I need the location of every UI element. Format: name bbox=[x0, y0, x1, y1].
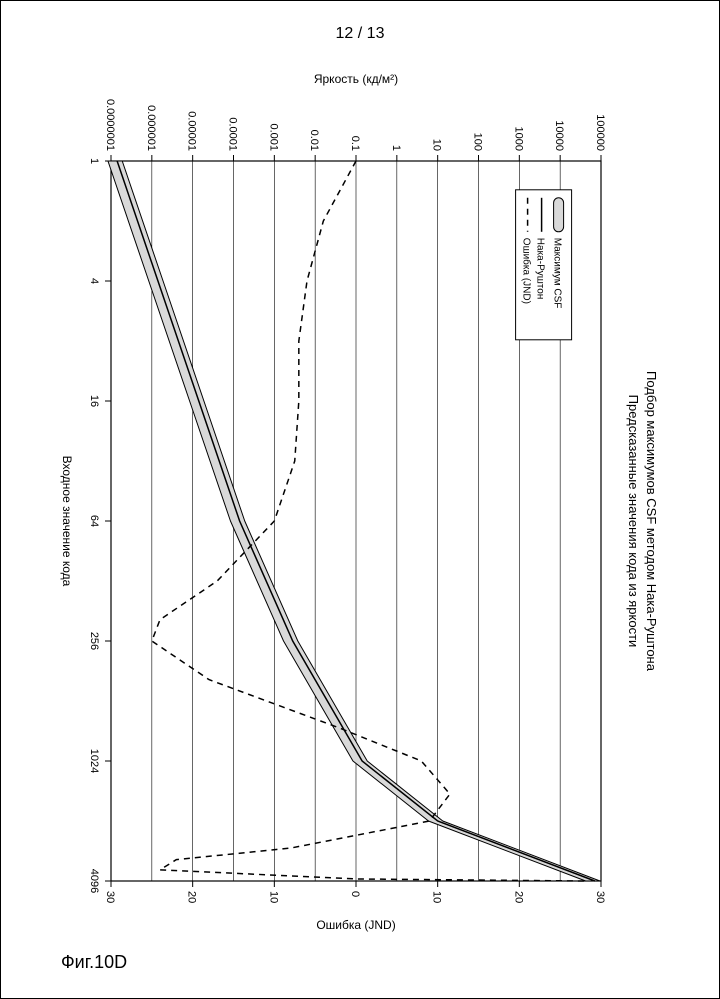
svg-text:1024: 1024 bbox=[88, 749, 100, 773]
svg-text:0.0001: 0.0001 bbox=[227, 117, 239, 151]
svg-text:256: 256 bbox=[88, 632, 100, 650]
svg-text:30: 30 bbox=[594, 891, 606, 903]
svg-text:1000: 1000 bbox=[512, 127, 524, 151]
figure-label: Фиг.10D bbox=[61, 952, 127, 973]
page-frame: 12 / 13 Подбор максимумов CSF методом На… bbox=[0, 0, 720, 999]
svg-text:0.00001: 0.00001 bbox=[186, 111, 198, 151]
svg-text:4096: 4096 bbox=[88, 869, 100, 893]
svg-text:4: 4 bbox=[88, 278, 100, 284]
svg-text:Максимум CSF: Максимум CSF bbox=[552, 238, 563, 309]
page-number: 12 / 13 bbox=[1, 25, 719, 43]
svg-text:0: 0 bbox=[349, 891, 361, 897]
svg-text:10000: 10000 bbox=[553, 120, 565, 151]
svg-text:10: 10 bbox=[267, 891, 279, 903]
svg-text:16: 16 bbox=[88, 395, 100, 407]
svg-text:10: 10 bbox=[431, 891, 443, 903]
svg-text:1: 1 bbox=[390, 145, 402, 151]
svg-text:0.000001: 0.000001 bbox=[145, 105, 157, 151]
svg-text:0.0000001: 0.0000001 bbox=[104, 99, 116, 151]
svg-text:10: 10 bbox=[431, 139, 443, 151]
svg-text:Предсказанные значения кода из: Предсказанные значения кода из яркости bbox=[626, 395, 641, 648]
svg-text:Нака-Руштон: Нака-Руштон bbox=[535, 238, 546, 300]
svg-text:0.1: 0.1 bbox=[349, 136, 361, 151]
chart-svg: Подбор максимумов CSF методом Нака-Рушто… bbox=[51, 61, 671, 941]
svg-text:20: 20 bbox=[512, 891, 524, 903]
svg-text:Подбор максимумов CSF методом: Подбор максимумов CSF методом Нака-Рушто… bbox=[644, 371, 659, 672]
svg-text:0.001: 0.001 bbox=[267, 123, 279, 151]
svg-text:Ошибка (JND): Ошибка (JND) bbox=[316, 918, 395, 932]
svg-text:64: 64 bbox=[88, 515, 100, 527]
svg-text:100: 100 bbox=[472, 133, 484, 151]
svg-text:20: 20 bbox=[186, 891, 198, 903]
svg-text:100000: 100000 bbox=[594, 114, 606, 151]
svg-text:1: 1 bbox=[88, 158, 100, 164]
svg-text:0.01: 0.01 bbox=[308, 130, 320, 151]
svg-text:Входное значение кода: Входное значение кода bbox=[60, 456, 74, 587]
svg-text:Яркость (кд/м²): Яркость (кд/м²) bbox=[314, 72, 398, 86]
legend: Максимум CSF Нака-РуштонОшибка (JND) bbox=[516, 190, 572, 340]
svg-text:30: 30 bbox=[104, 891, 116, 903]
svg-text:Ошибка (JND): Ошибка (JND) bbox=[521, 238, 533, 304]
figure-rotated-container: Подбор максимумов CSF методом Нака-Рушто… bbox=[0, 191, 720, 811]
